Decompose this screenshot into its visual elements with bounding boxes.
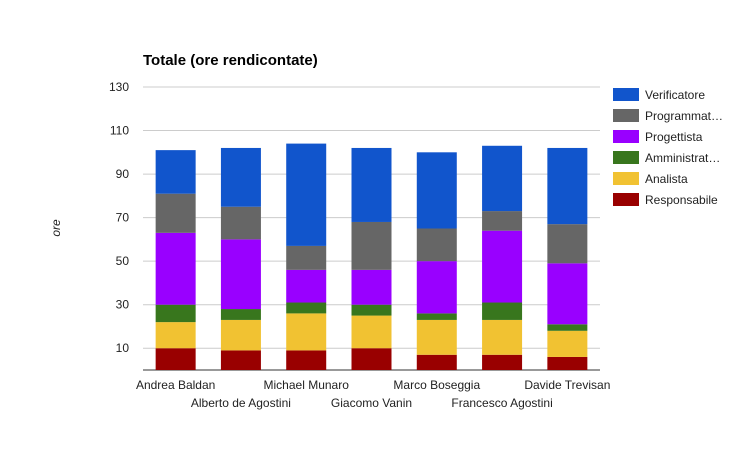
bar-segment (155, 322, 196, 349)
bar-segment (351, 269, 392, 305)
bar-segment (482, 211, 523, 231)
bar-segment (286, 313, 327, 351)
legend-swatch (613, 130, 639, 143)
bar-segment (220, 206, 261, 240)
x-axis-ticks: Andrea Baldan Alberto de Agostini Michael … (136, 378, 610, 410)
bar-segment (220, 309, 261, 320)
y-tick-label: 110 (110, 124, 129, 138)
bar-segment (547, 330, 588, 357)
bar-segment (416, 261, 457, 314)
bar-segment (482, 302, 523, 320)
legend-label: Analista (645, 172, 688, 186)
x-tick-label: Alberto de Agostini (191, 396, 291, 410)
bar-segment (547, 324, 588, 331)
bar-segment (351, 147, 392, 222)
bar-segment (286, 269, 327, 303)
legend-swatch (613, 172, 639, 185)
legend-label: Progettista (645, 130, 703, 144)
y-tick-label: 90 (116, 167, 130, 181)
bar-segment (286, 302, 327, 314)
bar-segment (416, 313, 457, 320)
bar-segment (351, 304, 392, 316)
legend-label: Amministrat… (645, 151, 720, 165)
chart-title: Totale (ore rendicontate) (143, 52, 318, 69)
bar-segment (416, 152, 457, 229)
bar-segment (286, 350, 327, 370)
y-tick-label: 50 (116, 254, 130, 268)
bar-segment (482, 354, 523, 370)
bar-segment (155, 193, 196, 233)
bar-segment (155, 348, 196, 370)
bars (155, 143, 588, 370)
bar-segment (547, 356, 588, 370)
bar-segment (286, 245, 327, 270)
bar-segment (482, 145, 523, 212)
y-axis-ticks: 10 30 50 70 90 110 130 (109, 80, 129, 355)
bar-segment (286, 143, 327, 246)
bar-segment (351, 315, 392, 349)
x-tick-label: Francesco Agostini (451, 396, 552, 410)
y-tick-label: 30 (116, 298, 130, 312)
legend-swatch (613, 88, 639, 101)
bar-segment (220, 319, 261, 351)
legend-label: Verificatore (645, 88, 705, 102)
bar-segment (547, 224, 588, 264)
x-tick-label: Marco Boseggia (393, 378, 480, 392)
y-tick-label: 10 (116, 341, 130, 355)
bar-segment (351, 348, 392, 370)
bar-segment (416, 354, 457, 370)
bar-segment (416, 228, 457, 262)
y-axis-label: ore (49, 219, 63, 237)
bar-segment (482, 319, 523, 355)
legend-swatch (613, 109, 639, 122)
legend-swatch (613, 193, 639, 206)
legend-swatch (613, 151, 639, 164)
x-tick-label: Giacomo Vanin (331, 396, 412, 410)
bar-segment (220, 239, 261, 310)
bar-segment (547, 147, 588, 225)
bar-segment (351, 221, 392, 270)
bar-segment (220, 350, 261, 370)
x-tick-label: Andrea Baldan (136, 378, 215, 392)
legend: Verificatore Programmat… Progettista Ammini… (613, 88, 723, 207)
bar-segment (547, 263, 588, 325)
y-tick-label: 130 (109, 80, 129, 94)
bar-segment (416, 319, 457, 355)
y-tick-label: 70 (116, 211, 130, 225)
bar-segment (155, 232, 196, 305)
legend-label: Programmat… (645, 109, 723, 123)
bar-segment (155, 304, 196, 323)
bar-segment (482, 230, 523, 303)
x-tick-label: Michael Munaro (264, 378, 350, 392)
bar-segment (155, 150, 196, 194)
bar-segment (220, 147, 261, 207)
x-tick-label: Davide Trevisan (524, 378, 610, 392)
legend-label: Responsabile (645, 193, 718, 207)
